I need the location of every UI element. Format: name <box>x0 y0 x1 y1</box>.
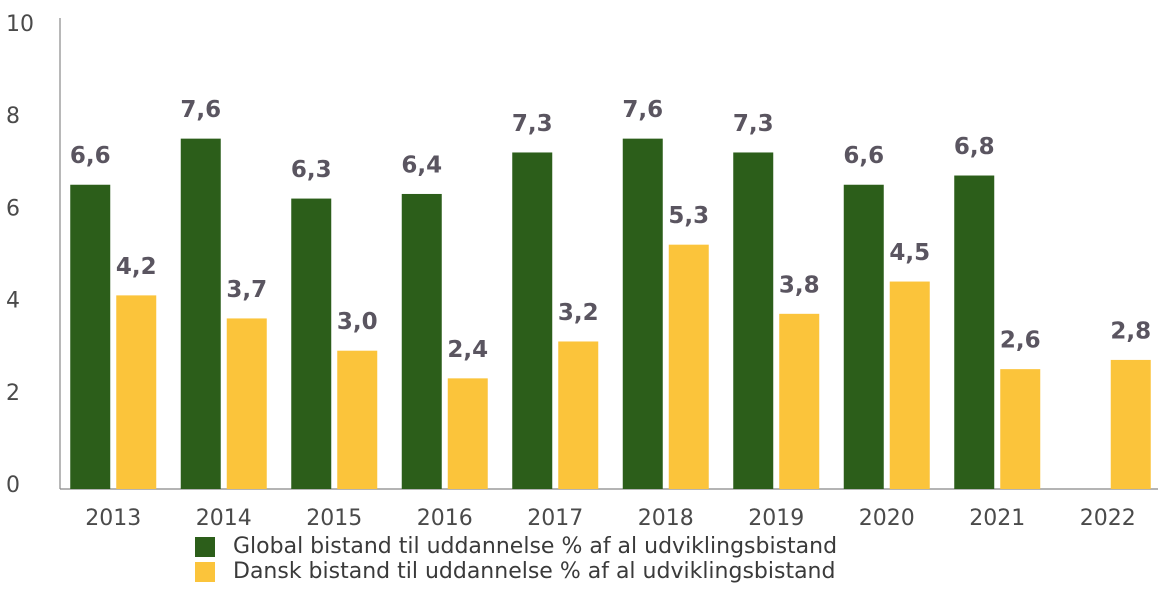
bar <box>226 318 267 489</box>
bar <box>843 184 884 490</box>
value-label: 6,4 <box>401 152 442 178</box>
x-tick-label: 2022 <box>1080 506 1136 531</box>
y-tick-label: 6 <box>6 196 20 221</box>
y-tick-label: 2 <box>6 381 20 406</box>
value-label: 3,2 <box>558 300 599 326</box>
y-tick-label: 0 <box>6 473 20 498</box>
x-tick-label: 2021 <box>969 506 1025 531</box>
bar <box>447 378 488 489</box>
x-tick-label: 2019 <box>748 506 804 531</box>
value-label: 3,0 <box>337 309 378 335</box>
x-tick-label: 2018 <box>638 506 694 531</box>
bar <box>401 193 442 489</box>
value-label: 2,8 <box>1110 318 1151 344</box>
bar <box>889 281 930 489</box>
bar <box>70 184 111 490</box>
value-label: 2,6 <box>1000 328 1041 354</box>
bar <box>116 295 157 489</box>
value-label: 3,7 <box>226 277 267 303</box>
value-label: 6,6 <box>843 143 884 169</box>
x-tick-label: 2013 <box>85 506 141 531</box>
bar <box>954 175 995 489</box>
bar <box>337 350 378 489</box>
value-label: 4,5 <box>889 240 930 266</box>
bar <box>180 138 221 489</box>
bar <box>779 313 820 489</box>
bar <box>558 341 599 489</box>
y-tick-label: 10 <box>6 12 34 37</box>
x-tick-label: 2016 <box>417 506 473 531</box>
y-tick-label: 8 <box>6 104 20 129</box>
value-label: 7,3 <box>733 111 774 137</box>
bar <box>733 152 774 489</box>
legend-swatch <box>195 537 215 557</box>
value-label: 7,6 <box>180 97 221 123</box>
value-label: 2,4 <box>447 337 488 363</box>
legend-label: Dansk bistand til uddannelse % af al udv… <box>233 559 835 584</box>
bar <box>668 244 709 489</box>
bar <box>1110 359 1151 489</box>
legend-label: Global bistand til uddannelse % af al ud… <box>233 534 837 559</box>
x-tick-label: 2017 <box>527 506 583 531</box>
bar <box>622 138 663 489</box>
bar <box>1000 369 1041 489</box>
bar <box>512 152 553 489</box>
value-label: 3,8 <box>779 272 820 298</box>
x-tick-label: 2020 <box>859 506 915 531</box>
x-tick-label: 2015 <box>306 506 362 531</box>
legend-swatch <box>195 562 215 582</box>
value-label: 7,6 <box>622 97 663 123</box>
value-label: 6,3 <box>291 157 332 183</box>
x-tick-label: 2014 <box>196 506 252 531</box>
bar <box>291 198 332 489</box>
value-label: 5,3 <box>668 203 709 229</box>
value-label: 4,2 <box>116 254 157 280</box>
value-label: 6,8 <box>954 134 995 160</box>
value-label: 7,3 <box>512 111 553 137</box>
y-tick-label: 4 <box>6 289 20 314</box>
value-label: 6,6 <box>70 143 111 169</box>
